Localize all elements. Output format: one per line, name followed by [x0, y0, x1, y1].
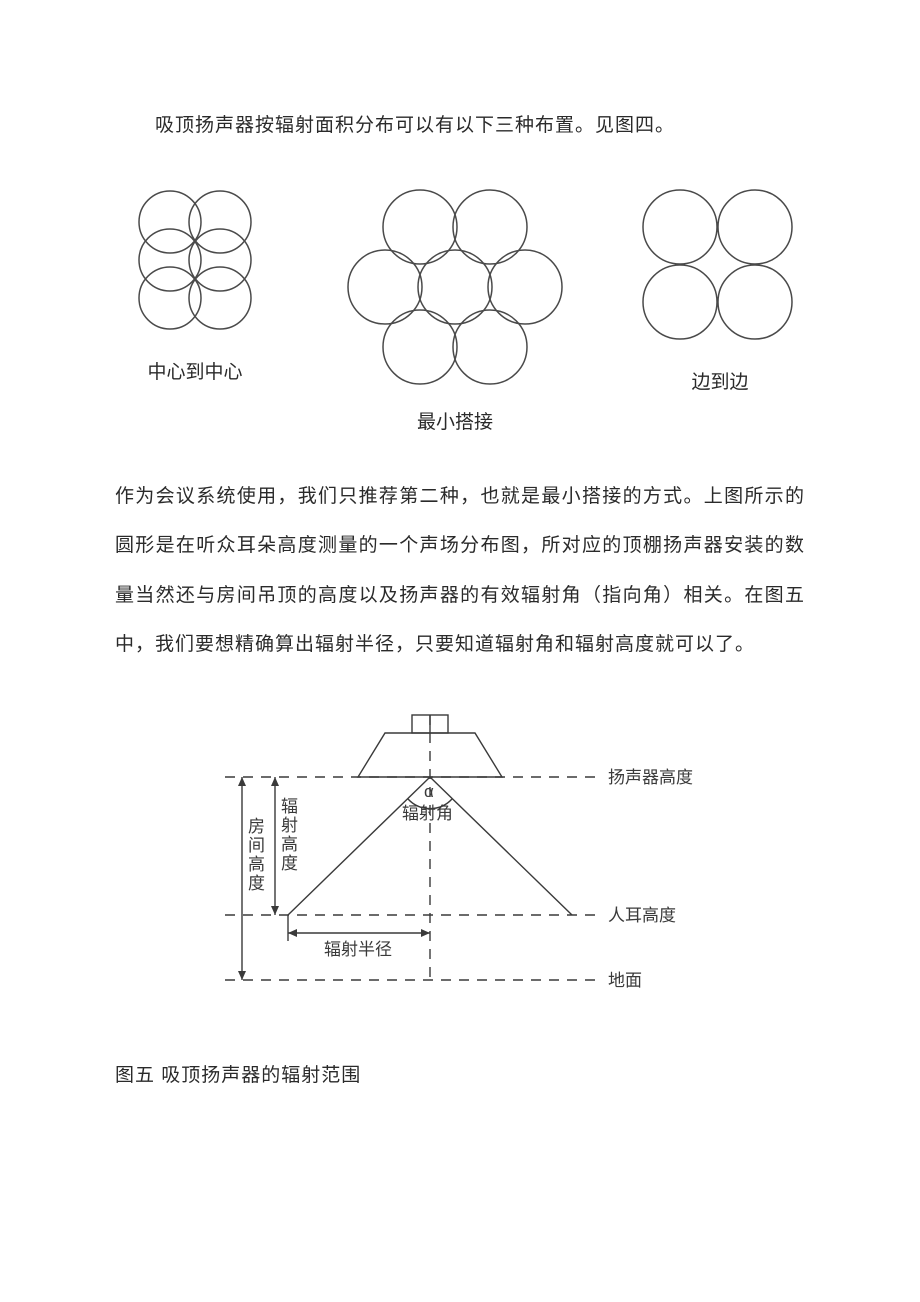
svg-text:度: 度: [248, 874, 265, 893]
body-paragraph: 作为会议系统使用，我们只推荐第二种，也就是最小搭接的方式。上图所示的圆形是在听众…: [115, 472, 805, 670]
svg-text:人耳高度: 人耳高度: [608, 906, 676, 925]
figure-five-container: 扬声器高度人耳高度地面α辐射角房间高度辐射高度辐射半径: [115, 705, 805, 1015]
intro-paragraph: 吸顶扬声器按辐射面积分布可以有以下三种布置。见图四。: [155, 110, 805, 137]
svg-text:地面: 地面: [608, 971, 642, 990]
pattern1-svg: [115, 182, 275, 342]
figure5-svg: 扬声器高度人耳高度地面α辐射角房间高度辐射高度辐射半径: [200, 705, 720, 1015]
pattern-center-to-center: 中心到中心: [115, 182, 275, 384]
svg-text:间: 间: [248, 836, 265, 855]
pattern3-label: 边到边: [691, 367, 748, 394]
svg-text:高: 高: [248, 855, 265, 874]
svg-text:辐射半径: 辐射半径: [324, 940, 392, 959]
svg-text:高: 高: [281, 835, 298, 854]
pattern1-label: 中心到中心: [147, 357, 242, 384]
svg-text:辐射角: 辐射角: [402, 804, 453, 823]
svg-text:扬声器高度: 扬声器高度: [608, 768, 693, 787]
pattern-min-overlap: 最小搭接: [340, 182, 570, 434]
svg-text:射: 射: [281, 816, 298, 835]
pattern3-svg: [635, 182, 805, 352]
pattern2-svg: [340, 182, 570, 392]
pattern-edge-to-edge: 边到边: [635, 182, 805, 394]
figure5-caption: 图五 吸顶扬声器的辐射范围: [115, 1060, 805, 1087]
svg-text:α: α: [424, 782, 434, 801]
svg-text:辐: 辐: [281, 797, 298, 816]
figure-four-container: 中心到中心 最小搭接 边到边: [115, 182, 805, 412]
svg-text:度: 度: [281, 854, 298, 873]
svg-text:房: 房: [248, 817, 265, 836]
pattern2-label: 最小搭接: [417, 407, 493, 434]
